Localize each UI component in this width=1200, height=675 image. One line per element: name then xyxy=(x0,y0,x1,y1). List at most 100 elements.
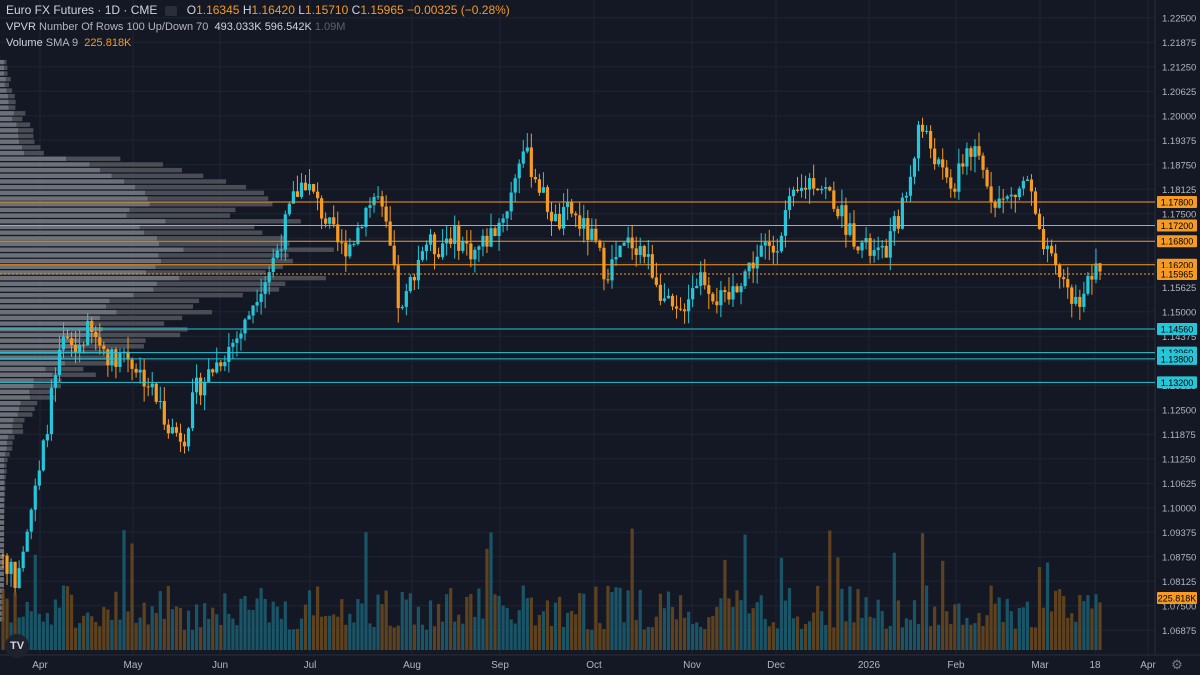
volume-bar xyxy=(368,623,372,650)
candle-down xyxy=(1054,253,1058,266)
volume-profile-bar xyxy=(4,480,6,485)
volume-bar xyxy=(509,619,513,650)
y-tick-label: 1.21875 xyxy=(1162,38,1196,49)
volume-profile-bar xyxy=(0,82,5,88)
volume-bar xyxy=(578,593,582,650)
candle-up xyxy=(1009,194,1013,197)
volume-profile-bar xyxy=(0,361,65,366)
volume-bar xyxy=(384,590,388,650)
candle-down xyxy=(574,213,578,216)
y-tick-label: 1.14375 xyxy=(1162,332,1196,343)
candle-down xyxy=(162,401,166,425)
candle-up xyxy=(1021,180,1025,189)
volume-profile-bar xyxy=(8,99,16,105)
candle-down xyxy=(650,254,654,278)
candle-up xyxy=(25,531,29,552)
candle-up xyxy=(517,163,521,179)
volume-profile-bar xyxy=(0,400,21,406)
candle-down xyxy=(65,336,70,339)
volume-profile-bar xyxy=(4,457,8,463)
x-tick-label: Jun xyxy=(212,660,228,671)
candle-down xyxy=(344,242,348,257)
volume-profile-bar xyxy=(12,423,23,429)
volume-profile-bar xyxy=(129,207,236,213)
candle-down xyxy=(384,206,388,222)
volume-bar xyxy=(727,598,731,650)
volume-profile-bar xyxy=(0,474,4,480)
volume-bar xyxy=(424,629,429,650)
candle-down xyxy=(993,201,997,208)
candle-up xyxy=(824,187,828,189)
candle-up xyxy=(372,196,376,206)
candle-up xyxy=(376,196,380,198)
candle-down xyxy=(154,383,158,402)
volume-profile-bar xyxy=(0,99,9,105)
x-tick-label: Oct xyxy=(586,660,602,671)
volume-legend[interactable]: Volume SMA 9 225.818K xyxy=(6,37,131,49)
volume-profile-bar xyxy=(0,406,20,412)
candle-up xyxy=(582,218,586,229)
candle-down xyxy=(920,124,925,132)
volume-bar xyxy=(154,613,158,650)
candle-up xyxy=(41,440,45,471)
gear-icon[interactable]: ⚙ xyxy=(1171,657,1183,672)
volume-profile-bar xyxy=(0,560,4,565)
volume-bar xyxy=(525,598,529,650)
volume-bar xyxy=(247,609,251,650)
volume-profile-bar xyxy=(124,179,227,184)
volume-profile-bar xyxy=(0,321,91,326)
volume-bar xyxy=(336,616,340,650)
candle-up xyxy=(259,293,263,303)
volume-bar xyxy=(194,604,199,650)
volume-bar xyxy=(949,624,953,650)
candle-up xyxy=(247,315,251,320)
volume-bar xyxy=(634,620,638,650)
volume-profile-bar xyxy=(183,247,334,252)
candle-up xyxy=(763,242,767,246)
volume-profile-bar xyxy=(0,389,30,394)
candle-down xyxy=(533,176,537,180)
open-label: O xyxy=(186,3,197,17)
candle-down xyxy=(94,331,98,338)
volume-bar xyxy=(743,534,747,650)
volume-bar xyxy=(763,618,767,650)
volume-profile-bar xyxy=(146,270,266,275)
volume-bar xyxy=(795,616,800,650)
volume-bar xyxy=(25,601,29,650)
eye-button[interactable] xyxy=(164,5,177,16)
x-tick-label: Nov xyxy=(683,660,701,671)
volume-profile-bar xyxy=(6,440,13,446)
tradingview-logo[interactable]: TV xyxy=(5,634,29,658)
candle-up xyxy=(525,147,529,152)
volume-bar xyxy=(590,629,594,650)
candle-down xyxy=(598,240,602,248)
volume-bar xyxy=(678,595,683,650)
volume-bar xyxy=(130,543,134,650)
candle-down xyxy=(5,555,9,574)
volume-bar xyxy=(13,592,17,650)
vpvr-legend[interactable]: VPVR Number Of Rows 100 Up/Down 70 493.0… xyxy=(6,21,345,33)
volume-bar xyxy=(570,610,574,650)
candle-up xyxy=(614,257,618,260)
volume-bar xyxy=(1041,607,1046,650)
level-label: 1.14560 xyxy=(1161,325,1194,335)
volume-bar xyxy=(989,585,993,650)
candle-down xyxy=(795,189,800,191)
volume-profile-bar xyxy=(100,167,182,173)
volume-bar xyxy=(65,586,70,650)
y-tick-label: 1.21250 xyxy=(1162,62,1196,73)
volume-profile-bar xyxy=(0,446,7,451)
volume-profile-bar xyxy=(4,65,8,71)
candle-down xyxy=(106,349,110,366)
volume-bar xyxy=(441,621,445,650)
volume-profile-bar xyxy=(4,71,8,76)
volume-bar xyxy=(1058,589,1062,650)
volume-bar xyxy=(723,559,727,650)
volume-profile-bar xyxy=(4,503,5,508)
volume-bar xyxy=(924,585,929,650)
volume-profile-bar xyxy=(0,207,130,213)
candle-down xyxy=(114,349,118,367)
volume-bar xyxy=(37,613,41,650)
candle-down xyxy=(432,234,437,255)
